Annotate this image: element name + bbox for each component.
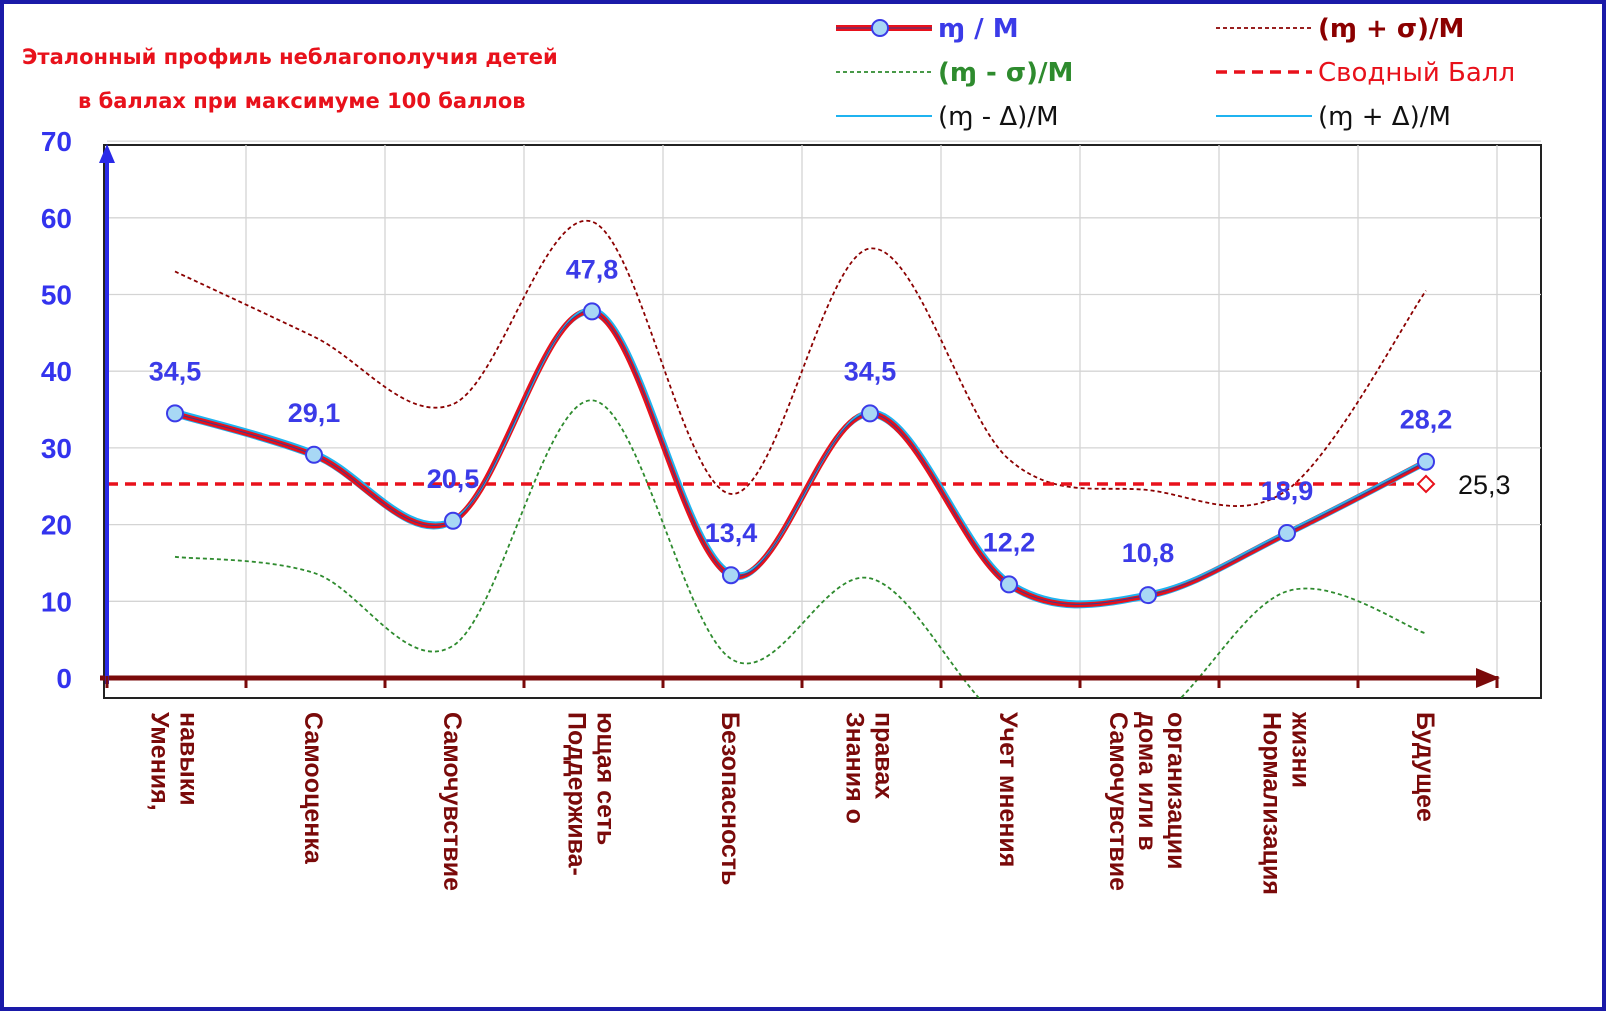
legend-minus-delta-label: (ɱ - Δ)/M bbox=[938, 102, 1059, 132]
legend-upper-label: (ɱ + σ)/M bbox=[1318, 14, 1464, 44]
category-label: Нормализация жизни bbox=[1258, 711, 1315, 895]
y-tick-label: 60 bbox=[41, 203, 72, 234]
legend-main-label: ɱ / M bbox=[938, 14, 1019, 44]
category-label-line: Безопасность bbox=[716, 712, 744, 885]
summary-score-label: 25,3 bbox=[1458, 470, 1511, 500]
category-label: Самочувствие дома или в организации bbox=[1104, 712, 1190, 891]
data-label: 29,1 bbox=[288, 398, 341, 428]
category-label-line: Нормализация bbox=[1258, 712, 1286, 895]
x-axis-ticks bbox=[105, 676, 1499, 688]
category-label-line: ющая сеть bbox=[592, 712, 620, 845]
category-label-line: Учет мнения bbox=[994, 712, 1022, 867]
main-series-markers bbox=[166, 302, 1435, 605]
legend-lower-label: (ɱ - σ)/M bbox=[938, 58, 1073, 88]
category-label: Безопасность bbox=[716, 712, 744, 885]
y-axis-tick-labels: 0 10 20 30 40 50 60 70 bbox=[41, 126, 72, 694]
legend-summary-label: Сводный Балл bbox=[1318, 58, 1515, 88]
data-label: 34,5 bbox=[149, 356, 202, 386]
category-label: Умения, навыки bbox=[146, 712, 203, 811]
x-axis-category-labels: Умения, навыки Самооценка Самочувствие Подде… bbox=[146, 711, 1440, 895]
series-lower-sigma-line bbox=[174, 399, 1427, 698]
category-label: Будущее bbox=[1411, 712, 1439, 822]
main-series-point bbox=[861, 404, 879, 423]
plot-area bbox=[103, 144, 1542, 699]
main-series-point bbox=[722, 566, 740, 585]
chart-title-line-1: Эталонный профиль неблагополучия детей bbox=[22, 45, 558, 69]
data-labels: 34,5 29,1 20,5 47,8 13,4 34,5 12,2 10,8 18,9 28,2 bbox=[149, 254, 1453, 568]
category-label-line: дома или в bbox=[1133, 712, 1161, 851]
category-label-line: Умения, bbox=[146, 712, 174, 811]
main-series-point bbox=[583, 302, 601, 321]
category-label: Самооценка bbox=[299, 712, 327, 865]
category-label-line: навыки bbox=[175, 712, 203, 806]
category-label: Самочувствие bbox=[438, 712, 466, 891]
category-label-line: Поддержива- bbox=[563, 712, 591, 876]
main-series-point bbox=[166, 404, 184, 423]
y-tick-label: 40 bbox=[41, 356, 72, 387]
summary-score-marker bbox=[1416, 474, 1436, 494]
data-label: 12,2 bbox=[983, 527, 1036, 557]
category-label-line: жизни bbox=[1287, 711, 1315, 788]
main-series-point bbox=[1139, 586, 1157, 605]
data-label: 34,5 bbox=[844, 356, 897, 386]
y-tick-label: 50 bbox=[41, 280, 72, 311]
category-label-line: Самочувствие bbox=[1104, 712, 1132, 891]
legend-main-marker bbox=[871, 19, 889, 37]
gridlines bbox=[107, 140, 1541, 678]
data-label: 18,9 bbox=[1261, 476, 1314, 506]
category-label-line: Знания о bbox=[841, 712, 869, 824]
y-axis-arrow bbox=[99, 144, 115, 163]
data-label: 20,5 bbox=[427, 464, 480, 494]
x-axis-arrow bbox=[1476, 668, 1500, 688]
chart-title-line-2: в баллах при максимуме 100 баллов bbox=[78, 89, 526, 113]
y-tick-label: 0 bbox=[56, 663, 72, 694]
category-label-line: организации bbox=[1162, 712, 1190, 869]
data-label: 13,4 bbox=[705, 518, 758, 548]
category-label: Поддержива-ющая сеть bbox=[563, 712, 620, 876]
series-main-center-line bbox=[174, 310, 1427, 605]
category-label-line: Самочувствие bbox=[438, 712, 466, 891]
data-label: 28,2 bbox=[1400, 405, 1453, 435]
main-series-point bbox=[1000, 575, 1018, 594]
main-series-point bbox=[1417, 452, 1435, 471]
main-series-point bbox=[1278, 524, 1296, 543]
data-label: 47,8 bbox=[566, 254, 619, 284]
data-label: 10,8 bbox=[1122, 538, 1175, 568]
category-label-line: Будущее bbox=[1411, 712, 1439, 822]
main-series-point bbox=[305, 445, 323, 464]
category-label: Знания о правах bbox=[841, 712, 898, 824]
main-series-point bbox=[444, 511, 462, 530]
legend-plus-delta-label: (ɱ + Δ)/M bbox=[1318, 102, 1451, 132]
series-upper-sigma-line bbox=[174, 220, 1427, 507]
y-tick-label: 10 bbox=[41, 586, 72, 617]
y-tick-label: 30 bbox=[41, 433, 72, 464]
legend: ɱ / M (ɱ + σ)/M (ɱ - σ)/M Сводный Балл (… bbox=[836, 14, 1515, 132]
category-label-line: правах bbox=[870, 712, 898, 799]
y-tick-label: 70 bbox=[41, 126, 72, 157]
y-tick-label: 20 bbox=[41, 510, 72, 541]
category-label: Учет мнения bbox=[994, 712, 1022, 867]
category-label-line: Самооценка bbox=[299, 712, 327, 865]
